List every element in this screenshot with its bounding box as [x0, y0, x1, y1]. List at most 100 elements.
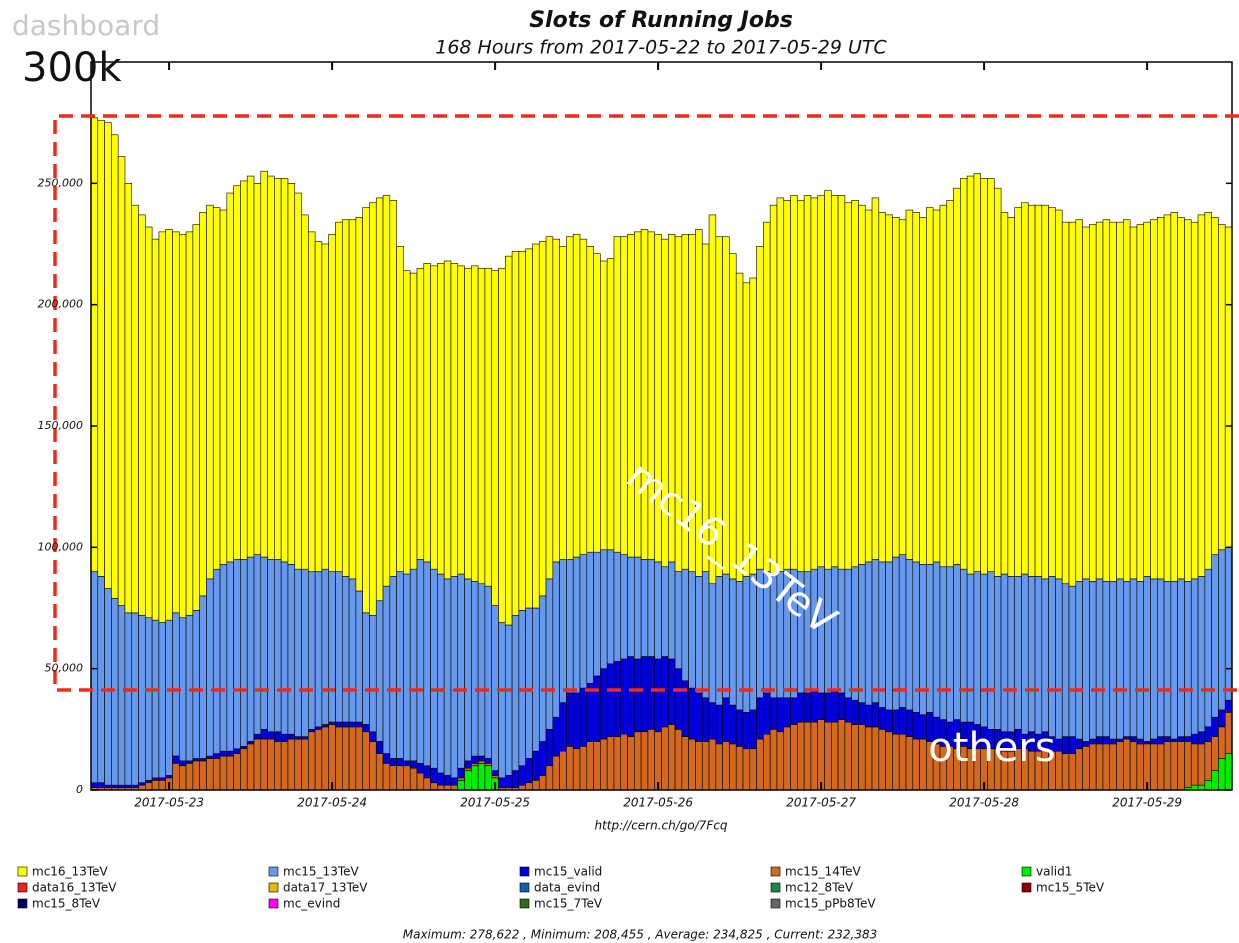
bar-segment [939, 204, 948, 568]
legend-label: mc15_8TeV [32, 897, 101, 911]
bar-segment [280, 561, 289, 735]
bar-segment [735, 709, 744, 747]
bar-segment [301, 738, 309, 791]
bar-segment [688, 738, 696, 791]
bar-segment [647, 559, 656, 657]
bar-segment [212, 568, 221, 754]
bar-segment [1190, 578, 1199, 735]
bar-segment [878, 729, 886, 791]
bar-segment [559, 702, 567, 752]
bar-segment [1211, 770, 1219, 791]
bar-segment [532, 750, 540, 781]
y-tick-label: 200,000 [38, 298, 84, 311]
bar-segment [389, 758, 397, 767]
legend-label: mc15_14TeV [785, 865, 862, 879]
bar-segment [131, 204, 139, 614]
bar-segment [335, 726, 343, 791]
bar-segment [335, 221, 343, 572]
bar-segment [409, 568, 418, 762]
bar-segment [654, 731, 662, 791]
bar-segment [124, 612, 133, 786]
bar-segment [287, 738, 296, 791]
y-tick-label: 0 [76, 783, 83, 796]
bar-segment [355, 590, 363, 723]
annotation: others [928, 725, 1055, 771]
bar-segment [437, 573, 445, 774]
bar-segment [348, 578, 357, 723]
bar-segment [620, 554, 628, 660]
bar-segment [1116, 738, 1124, 742]
bar-segment [1170, 581, 1178, 740]
bar-segment [837, 692, 846, 720]
bar-segment [980, 573, 988, 728]
bar-segment [654, 561, 662, 660]
plot-area [90, 117, 1233, 791]
bar-segment [572, 233, 581, 558]
bar-segment [1156, 736, 1165, 745]
bar-segment [267, 738, 275, 791]
x-tick-label: 2017-05-25 [460, 796, 530, 810]
bar-segment [851, 724, 859, 791]
bar-segment [898, 219, 907, 555]
bar-segment [1129, 741, 1138, 791]
bar-segment [308, 571, 316, 730]
bar-segment [1061, 736, 1070, 754]
bar-segment [226, 755, 234, 791]
bar-segment [443, 578, 452, 776]
bar-segment [145, 226, 153, 619]
bar-segment [1095, 736, 1104, 745]
bar-segment [919, 564, 927, 716]
bar-segment [634, 231, 642, 558]
bar-segment [471, 765, 479, 791]
bar-segment [1150, 743, 1158, 791]
bar-segment [518, 250, 526, 611]
y-tick-label: 50,000 [45, 662, 84, 675]
bar-segment [803, 721, 812, 791]
y-tick-label: 250,000 [38, 176, 84, 189]
bar-segment [321, 726, 330, 791]
bar-segment [1136, 581, 1145, 740]
bar-segment [409, 760, 418, 769]
bar-segment [1184, 219, 1192, 582]
bar-segment [233, 185, 241, 560]
bar-segment [844, 697, 852, 723]
bar-segment [919, 714, 927, 740]
bar-segment [749, 709, 757, 750]
bar-segment [518, 610, 526, 767]
bar-segment [104, 784, 112, 788]
bar-segment [572, 556, 581, 694]
bar-segment [246, 556, 255, 742]
bar-segment [763, 221, 771, 572]
bar-segment [511, 614, 520, 771]
bar-segment [491, 770, 499, 776]
bar-segment [579, 554, 588, 689]
bar-segment [314, 571, 323, 728]
bar-segment [267, 559, 275, 733]
bar-segment [212, 207, 221, 570]
bar-segment [158, 622, 167, 779]
bar-segment [233, 748, 241, 754]
bar-segment [932, 561, 941, 718]
bar-segment [708, 702, 717, 740]
bar-segment [742, 748, 751, 791]
bar-segment [219, 564, 228, 752]
bar-segment [912, 712, 920, 740]
bar-segment [1204, 779, 1212, 791]
bar-segment [1136, 224, 1145, 582]
bar-segment [192, 224, 200, 611]
bar-segment [484, 758, 493, 764]
bar-segment [674, 668, 683, 730]
bar-segment [932, 209, 941, 563]
bar-segment [987, 571, 995, 730]
bar-segment [579, 746, 588, 791]
bar-segment [1177, 741, 1185, 791]
bar-segment [464, 578, 472, 762]
bar-segment [104, 588, 112, 786]
bar-segment [1082, 226, 1090, 580]
bar-segment [885, 561, 893, 711]
bar-segment [552, 755, 560, 791]
bar-segment [1184, 581, 1192, 737]
bar-segment [1163, 581, 1172, 737]
bar-segment [308, 231, 316, 572]
bar-segment [858, 702, 866, 725]
